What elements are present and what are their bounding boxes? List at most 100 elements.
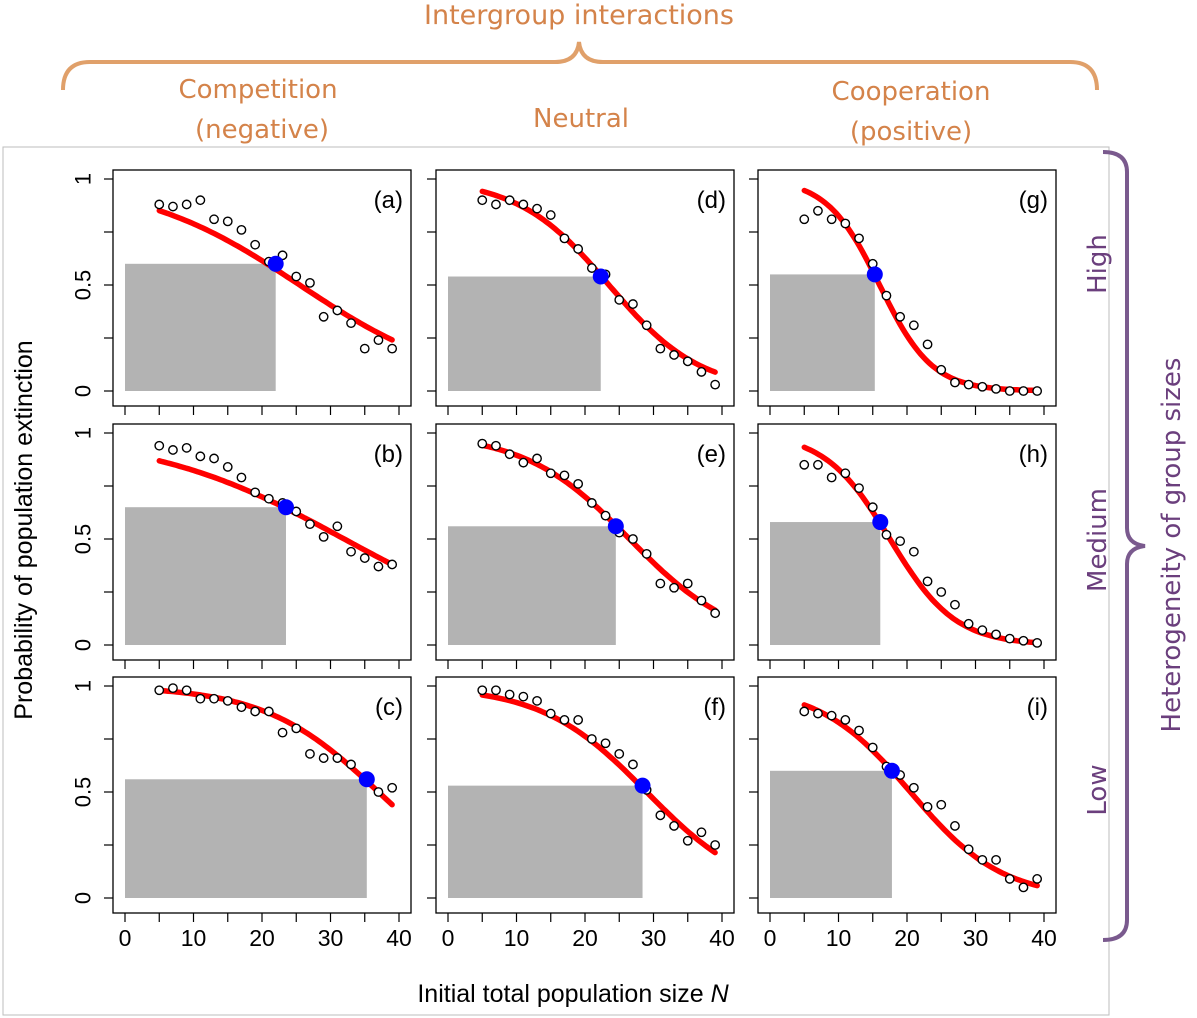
- y-tick-label: 0.5: [71, 777, 96, 808]
- data-point: [518, 457, 529, 468]
- data-point: [936, 799, 947, 810]
- header-brace: [61, 41, 1099, 91]
- x-axis-title: Initial total population size N: [417, 980, 729, 1008]
- data-point: [154, 199, 165, 210]
- data-point: [222, 695, 233, 706]
- threshold-point: [592, 268, 609, 285]
- data-point: [854, 725, 864, 736]
- data-point: [222, 462, 233, 472]
- panel-d: (d): [427, 169, 735, 415]
- data-point: [359, 553, 370, 563]
- threshold-shade: [770, 770, 892, 898]
- data-point: [840, 468, 851, 479]
- data-point: [346, 759, 356, 770]
- data-point: [491, 440, 501, 451]
- data-point: [209, 453, 219, 464]
- data-point: [195, 451, 206, 462]
- data-point: [305, 277, 315, 288]
- data-point: [710, 608, 721, 619]
- panel-label: (a): [374, 187, 403, 214]
- data-point: [922, 801, 933, 812]
- data-point: [586, 263, 597, 273]
- x-axis-title-variable: N: [711, 980, 730, 1008]
- data-point: [1032, 637, 1043, 648]
- panel-label: (h): [1019, 441, 1048, 468]
- data-point: [1018, 635, 1029, 646]
- data-point: [250, 706, 261, 717]
- y-tick-label: 0.5: [71, 524, 96, 555]
- row-label-low: Low: [1083, 764, 1113, 815]
- data-point: [559, 715, 570, 725]
- y-tick-label: 0.5: [71, 270, 96, 301]
- column-header-neutral: Neutral: [533, 104, 629, 134]
- data-point: [168, 445, 178, 455]
- row-label-high: High: [1083, 234, 1113, 294]
- threshold-point: [634, 777, 651, 794]
- data-point: [641, 320, 652, 331]
- data-point: [263, 706, 274, 717]
- panel-h: (h): [749, 423, 1057, 669]
- x-tick-label: 10: [826, 925, 852, 951]
- y-tick-label: 1: [71, 680, 96, 692]
- panel-i: 0 10 20 30 40 (i): [749, 676, 1057, 951]
- data-point: [895, 536, 906, 547]
- data-point: [263, 493, 274, 504]
- x-tick-label: 20: [249, 925, 275, 951]
- data-point: [641, 548, 652, 559]
- data-point: [991, 854, 1001, 865]
- data-point: [504, 195, 515, 206]
- data-point: [826, 472, 837, 483]
- data-point: [373, 561, 384, 572]
- data-point: [346, 318, 356, 329]
- threshold-point: [267, 255, 284, 272]
- data-point: [799, 214, 810, 225]
- threshold-point: [883, 762, 900, 779]
- data-point: [628, 759, 638, 770]
- data-point: [277, 727, 288, 738]
- data-point: [250, 487, 261, 498]
- data-point: [1018, 882, 1029, 893]
- threshold-point: [607, 518, 624, 535]
- column-header-cooperation: Cooperation: [832, 77, 991, 107]
- panel-e: (e): [427, 423, 735, 669]
- x-tick-label: 30: [641, 925, 667, 951]
- data-point: [373, 787, 384, 797]
- data-point: [305, 748, 315, 759]
- x-tick-label: 10: [504, 925, 530, 951]
- data-point: [236, 702, 247, 713]
- x-tick-label: 40: [386, 925, 412, 951]
- data-point: [1032, 386, 1043, 396]
- data-point: [991, 383, 1001, 394]
- data-point: [346, 546, 356, 557]
- threshold-point: [358, 771, 375, 788]
- row-label-medium: Medium: [1083, 488, 1113, 592]
- data-point: [854, 483, 864, 494]
- x-axis-title-text: Initial total population size: [417, 980, 703, 1008]
- threshold-point: [872, 514, 889, 531]
- data-point: [573, 244, 584, 254]
- data-point: [291, 271, 302, 282]
- data-point: [545, 708, 556, 719]
- data-point: [867, 502, 878, 513]
- data-point: [305, 519, 315, 530]
- data-point: [867, 742, 878, 753]
- data-point: [1018, 386, 1029, 396]
- data-point: [387, 559, 398, 570]
- data-point: [318, 311, 329, 322]
- column-header-competition: Competition: [178, 75, 337, 105]
- panel-label: (c): [375, 694, 403, 721]
- data-point: [840, 715, 851, 725]
- data-point: [669, 582, 679, 593]
- x-tick-label: 0: [442, 925, 455, 951]
- header-title: Intergroup interactions: [424, 0, 734, 31]
- fit-curve: [479, 692, 718, 856]
- data-point: [504, 689, 515, 700]
- panel-b: 0 0.5 1 (b): [71, 423, 412, 669]
- data-point: [881, 290, 892, 301]
- x-tick-label: 20: [894, 925, 920, 951]
- data-point: [477, 685, 488, 696]
- data-point: [655, 810, 666, 821]
- y-tick-label: 0: [71, 892, 96, 904]
- data-point: [573, 715, 584, 725]
- side-brace: [1102, 150, 1146, 942]
